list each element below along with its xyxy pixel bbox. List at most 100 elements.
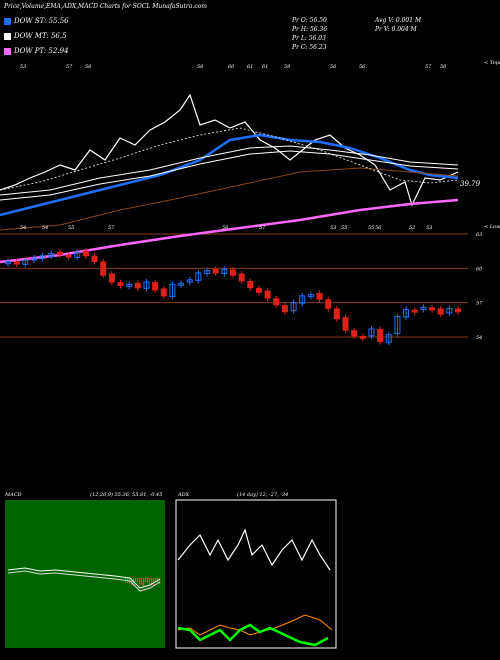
candle-body (307, 294, 314, 298)
macd-line (7, 567, 161, 589)
top-tick-label: 60 (228, 64, 235, 70)
macd-histogram-bar (159, 578, 161, 584)
top-tick-label: 61 (247, 64, 253, 70)
top-tick-label: 58 (85, 64, 91, 70)
candle-body (281, 305, 288, 313)
candle-body (273, 298, 280, 306)
candle-body (429, 307, 436, 311)
ema-short-line (0, 133, 459, 217)
lower-tick-label: 57 (108, 225, 115, 231)
macd-histogram-bar (145, 578, 147, 582)
candle-body (420, 306, 427, 311)
legend-label-mt: DOW MT: 56.5 (14, 32, 67, 40)
candle-body (437, 308, 444, 315)
adx-minus-di-line (177, 614, 333, 636)
candle-body (48, 252, 55, 257)
candle-body (65, 254, 72, 258)
macd-histogram-bar (149, 578, 151, 584)
lower-tick-label: 53 (426, 225, 432, 231)
candle-body (255, 287, 262, 293)
stat-pr-o: Pr O: 56.50 (292, 17, 327, 24)
candle-body (299, 295, 306, 304)
legend-dow-mt: DOW MT: 56.5 (4, 32, 67, 40)
candle-body (316, 293, 323, 300)
candle-body (5, 260, 11, 265)
top-tick-label: 53 (20, 64, 26, 70)
stat-pr-v: Pr V: 0.004 M (375, 26, 417, 33)
ema-dotted-line (0, 127, 459, 191)
candle-body (333, 308, 340, 320)
legend-dow-pt: DOW PT: 52.94 (4, 47, 69, 55)
lower-tick-label: 54 (20, 225, 26, 231)
macd-histogram-bar (131, 578, 133, 585)
candle-body (230, 269, 236, 276)
price-axis-label: 63 (476, 232, 482, 238)
candle-body (160, 288, 167, 297)
candle-body (368, 328, 375, 337)
candle-body (56, 251, 63, 256)
macd-histogram-bar (141, 578, 143, 585)
legend-swatch-st (4, 17, 11, 25)
lower-right-label: < Lowera (484, 224, 500, 230)
legend-label-st: DOW ST: 55.56 (14, 17, 69, 25)
lower-tick-label: 56 (375, 225, 382, 231)
last-price-label: 39.79 (460, 180, 481, 188)
stat-pr-l: Pr L: 56.03 (292, 35, 326, 42)
candle-body (169, 283, 176, 297)
macd-histogram-bar (147, 578, 149, 583)
candle-body (264, 290, 271, 299)
stat-pr-h: Pr H: 56.36 (292, 26, 328, 33)
lower-tick-label: 55 (341, 225, 347, 231)
adx-params: (14 day) 12, -27, -34 (237, 492, 289, 498)
candle-body (91, 255, 98, 262)
candle-body (325, 299, 332, 309)
candle-body (186, 279, 193, 283)
candle-body (117, 282, 124, 286)
candle-body (247, 280, 254, 289)
candle-body (411, 309, 418, 313)
candle-body (394, 315, 401, 335)
candle-body (30, 257, 37, 261)
candle-body (455, 308, 461, 313)
top-tick-label: 57 (66, 64, 73, 70)
top-tick-label: 57 (425, 64, 432, 70)
stat-avg-v: Avg V: 0.001 M (375, 17, 422, 24)
candle-body (143, 281, 150, 289)
macd-histogram-bar (153, 578, 155, 586)
candle-body (108, 273, 115, 283)
top-tick-label: 58 (197, 64, 203, 70)
macd-histogram-bar (151, 578, 153, 585)
macd-histogram-bar (137, 578, 139, 583)
macd-histogram-bar (139, 578, 141, 584)
price-line (0, 93, 459, 207)
lower-tick-label: 53 (330, 225, 336, 231)
adx-line (177, 528, 331, 571)
macd-signal-line (7, 570, 161, 592)
price-axis-label: 60 (476, 266, 483, 272)
candle-body (152, 282, 159, 291)
candle-body (238, 273, 245, 282)
candle-body (359, 335, 366, 339)
macd-params: (12,26,9) 55.36, 55.81, -0.45 (90, 492, 163, 498)
candle-body (221, 268, 228, 274)
lower-tick-label: 54 (42, 225, 48, 231)
macd-histogram-bar (135, 578, 137, 582)
lower-tick-label: 58 (222, 225, 228, 231)
chart-title: Price,Volume,EMA,ADX,MACD Charts for SOC… (4, 3, 207, 10)
lower-tick-label: 55 (68, 225, 74, 231)
macd-histogram-bar (143, 578, 145, 586)
legend-swatch-pt (4, 47, 11, 55)
candle-body (377, 329, 384, 343)
candle-body (342, 317, 349, 331)
lower-tick-label: 55 (368, 225, 374, 231)
candle-body (204, 270, 211, 274)
candle-body (195, 272, 202, 281)
macd-panel (5, 500, 165, 648)
candle-body (351, 330, 358, 337)
top-tick-label: 56 (330, 64, 337, 70)
adx-panel (175, 499, 337, 649)
candle-body (100, 261, 107, 276)
candle-body (134, 282, 141, 289)
adx-plus-di-line (177, 623, 329, 647)
